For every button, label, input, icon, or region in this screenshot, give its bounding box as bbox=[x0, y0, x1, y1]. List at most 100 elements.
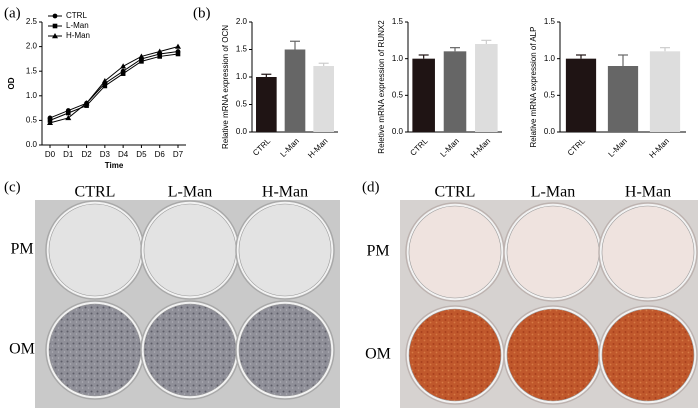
marker bbox=[175, 43, 181, 49]
bar bbox=[475, 44, 498, 132]
y-tick-label: 1.5 bbox=[26, 66, 38, 75]
panel-label: (c) bbox=[4, 179, 21, 195]
x-tick-label: D1 bbox=[63, 150, 74, 159]
data-line bbox=[49, 46, 179, 124]
y-tick-label: 0.5 bbox=[392, 90, 404, 99]
x-tick-label: CTRL bbox=[566, 136, 588, 158]
well bbox=[506, 205, 600, 299]
y-tick-label: 1.0 bbox=[392, 54, 404, 63]
bar bbox=[607, 66, 639, 132]
y-tick-label: 2.0 bbox=[26, 42, 38, 51]
well bbox=[408, 308, 502, 402]
panel-label: (d) bbox=[362, 179, 380, 195]
y-tick-label: 1.5 bbox=[236, 45, 248, 54]
y-tick-label: 1.5 bbox=[392, 17, 404, 26]
y-axis-label: Reletive mRNA expression of RUNX2 bbox=[377, 20, 386, 154]
bar bbox=[256, 77, 277, 132]
row-label: PM bbox=[366, 243, 389, 260]
x-tick-label: CTRL bbox=[251, 136, 273, 158]
bar bbox=[284, 49, 306, 132]
marker bbox=[83, 100, 90, 106]
panel-label: (a) bbox=[4, 5, 21, 21]
y-axis-label: OD bbox=[7, 77, 16, 89]
y-tick-label: 0.5 bbox=[236, 100, 248, 109]
y-axis-label: Relative mRNA expression of OCN bbox=[221, 25, 230, 149]
column-label: L-Man bbox=[168, 184, 212, 201]
data-line bbox=[49, 53, 179, 121]
well bbox=[506, 308, 600, 402]
x-tick-label: D7 bbox=[173, 150, 184, 159]
legend-marker bbox=[52, 13, 58, 19]
marker bbox=[139, 59, 144, 64]
y-tick-label: 0.0 bbox=[26, 140, 38, 149]
y-tick-label: 0.0 bbox=[236, 127, 248, 136]
y-tick-label: 2.0 bbox=[236, 17, 248, 26]
x-tick-label: D6 bbox=[155, 150, 166, 159]
legend-label: CTRL bbox=[66, 11, 87, 20]
marker bbox=[84, 103, 89, 108]
marker bbox=[175, 51, 181, 57]
column-label: L-Man bbox=[531, 184, 575, 201]
marker bbox=[101, 78, 108, 84]
y-tick-label: 0.0 bbox=[544, 127, 556, 136]
x-tick-label: D0 bbox=[45, 150, 56, 159]
bar bbox=[649, 51, 681, 133]
column-label: CTRL bbox=[75, 184, 116, 201]
bar bbox=[443, 51, 467, 133]
legend-label: H-Man bbox=[66, 31, 90, 40]
well bbox=[601, 308, 695, 402]
column-label: H-Man bbox=[625, 184, 671, 201]
well bbox=[143, 303, 237, 397]
marker bbox=[157, 54, 163, 59]
x-tick-label: D4 bbox=[118, 150, 129, 159]
y-tick-label: 1.0 bbox=[236, 72, 248, 81]
y-tick-label: 1.0 bbox=[26, 91, 38, 100]
x-tick-label: L-Man bbox=[278, 137, 300, 159]
x-tick-label: H-Man bbox=[306, 137, 329, 160]
column-label: CTRL bbox=[435, 184, 476, 201]
bar bbox=[412, 58, 435, 132]
marker bbox=[102, 83, 108, 89]
y-axis-label: Relative mRNA expression of ALP bbox=[529, 27, 538, 148]
well bbox=[238, 203, 332, 297]
legend-label: L-Man bbox=[66, 21, 89, 30]
well bbox=[48, 303, 142, 397]
x-tick-label: H-Man bbox=[469, 137, 492, 160]
legend-marker bbox=[52, 23, 58, 29]
bar bbox=[313, 66, 334, 132]
y-tick-label: 0.0 bbox=[392, 127, 404, 136]
x-tick-label: D3 bbox=[100, 150, 111, 159]
bar bbox=[565, 58, 597, 132]
row-label: OM bbox=[9, 341, 35, 358]
x-axis-label: Time bbox=[105, 161, 124, 170]
data-line bbox=[49, 51, 179, 119]
x-tick-label: H-Man bbox=[648, 137, 671, 160]
x-tick-label: CTRL bbox=[408, 136, 430, 158]
x-tick-label: D2 bbox=[81, 150, 92, 159]
well bbox=[143, 203, 237, 297]
well bbox=[408, 205, 502, 299]
x-tick-label: D5 bbox=[136, 150, 147, 159]
marker bbox=[47, 119, 53, 126]
well bbox=[601, 205, 695, 299]
x-tick-label: L-Man bbox=[606, 137, 628, 159]
x-tick-label: L-Man bbox=[438, 137, 460, 159]
marker bbox=[120, 63, 127, 69]
well bbox=[48, 203, 142, 297]
y-tick-label: 2.5 bbox=[26, 17, 38, 26]
y-tick-label: 0.5 bbox=[26, 116, 38, 125]
y-tick-label: 0.5 bbox=[544, 90, 556, 99]
legend-marker bbox=[52, 33, 58, 39]
well bbox=[238, 303, 332, 397]
column-label: H-Man bbox=[262, 184, 308, 201]
row-label: PM bbox=[10, 241, 33, 258]
marker bbox=[65, 110, 71, 116]
marker bbox=[120, 71, 126, 76]
y-tick-label: 1.0 bbox=[544, 54, 556, 63]
marker bbox=[138, 53, 145, 59]
y-tick-label: 1.5 bbox=[544, 17, 556, 26]
marker bbox=[156, 48, 163, 54]
row-label: OM bbox=[365, 346, 391, 363]
panel-label: (b) bbox=[193, 5, 211, 21]
